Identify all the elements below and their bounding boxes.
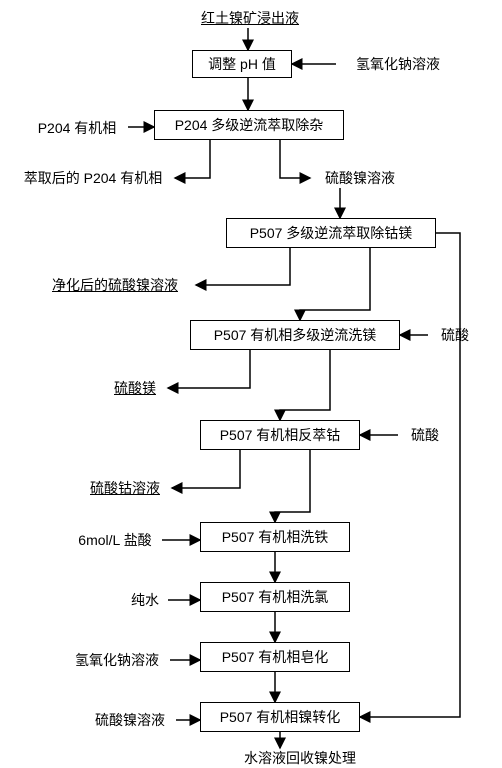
node-text-in5r: 硫酸 (441, 325, 469, 345)
node-n1: 红土镍矿浸出液 (180, 8, 320, 28)
node-in6r: 硫酸 (400, 425, 450, 445)
node-out5l: 硫酸镁 (100, 378, 170, 398)
edge-n5r (280, 350, 330, 420)
node-text-in7l: 6mol/L 盐酸 (78, 530, 151, 550)
node-text-out6l: 硫酸钴溶液 (90, 478, 160, 498)
node-in7l: 6mol/L 盐酸 (65, 530, 165, 550)
edge-n4l (196, 248, 290, 285)
node-text-n8: P507 有机相洗氯 (222, 587, 329, 607)
node-n5: P507 有机相多级逆流洗镁 (190, 320, 400, 350)
node-text-in9l: 氢氧化钠溶液 (75, 650, 159, 670)
node-n2: 调整 pH 值 (192, 50, 292, 78)
edge-n3 (175, 140, 210, 178)
node-in2: 氢氧化钠溶液 (338, 54, 458, 74)
node-text-n5: P507 有机相多级逆流洗镁 (214, 325, 377, 345)
node-out4l: 净化后的硫酸镍溶液 (30, 275, 200, 295)
node-text-out3l: 萃取后的 P204 有机相 (24, 168, 162, 188)
edge-n3r (280, 140, 310, 178)
node-n10: P507 有机相镍转化 (200, 702, 360, 732)
node-text-n7: P507 有机相洗铁 (222, 527, 329, 547)
node-in8l: 纯水 (120, 590, 170, 610)
edge-n6r (275, 450, 310, 522)
node-text-in6r: 硫酸 (411, 425, 439, 445)
node-text-n10b: 水溶液回收镍处理 (244, 748, 356, 768)
node-text-n6: P507 有机相反萃钴 (220, 425, 341, 445)
node-in9l: 氢氧化钠溶液 (62, 650, 172, 670)
edge-n6l (172, 450, 240, 488)
node-n4: P507 多级逆流萃取除钴镁 (226, 218, 436, 248)
node-n8: P507 有机相洗氯 (200, 582, 350, 612)
node-text-n1: 红土镍矿浸出液 (201, 8, 299, 28)
node-text-in3l: P204 有机相 (38, 118, 117, 138)
node-text-n2: 调整 pH 值 (208, 54, 276, 74)
node-text-out5l: 硫酸镁 (114, 378, 156, 398)
node-text-in8l: 纯水 (131, 590, 159, 610)
node-n3: P204 多级逆流萃取除杂 (154, 110, 344, 140)
edge-n5l (168, 350, 250, 388)
node-text-n4: P507 多级逆流萃取除钴镁 (250, 223, 413, 243)
edge-n4r (300, 248, 370, 320)
node-text-out4l: 净化后的硫酸镍溶液 (52, 275, 178, 295)
node-out6l: 硫酸钴溶液 (75, 478, 175, 498)
node-out3r: 硫酸镍溶液 (310, 168, 410, 188)
node-in3l: P204 有机相 (22, 118, 132, 138)
edge-feedback (360, 233, 460, 717)
node-in5r: 硫酸 (430, 325, 480, 345)
node-n6: P507 有机相反萃钴 (200, 420, 360, 450)
node-text-n10: P507 有机相镍转化 (220, 707, 341, 727)
node-text-n3: P204 多级逆流萃取除杂 (175, 115, 324, 135)
node-text-n9: P507 有机相皂化 (222, 647, 329, 667)
node-text-in10l: 硫酸镍溶液 (95, 710, 165, 730)
node-text-out3r: 硫酸镍溶液 (325, 168, 395, 188)
node-n10b: 水溶液回收镍处理 (220, 748, 380, 768)
node-n9: P507 有机相皂化 (200, 642, 350, 672)
node-out3l: 萃取后的 P204 有机相 (8, 168, 178, 188)
node-in10l: 硫酸镍溶液 (80, 710, 180, 730)
node-n7: P507 有机相洗铁 (200, 522, 350, 552)
node-text-in2: 氢氧化钠溶液 (356, 54, 440, 74)
